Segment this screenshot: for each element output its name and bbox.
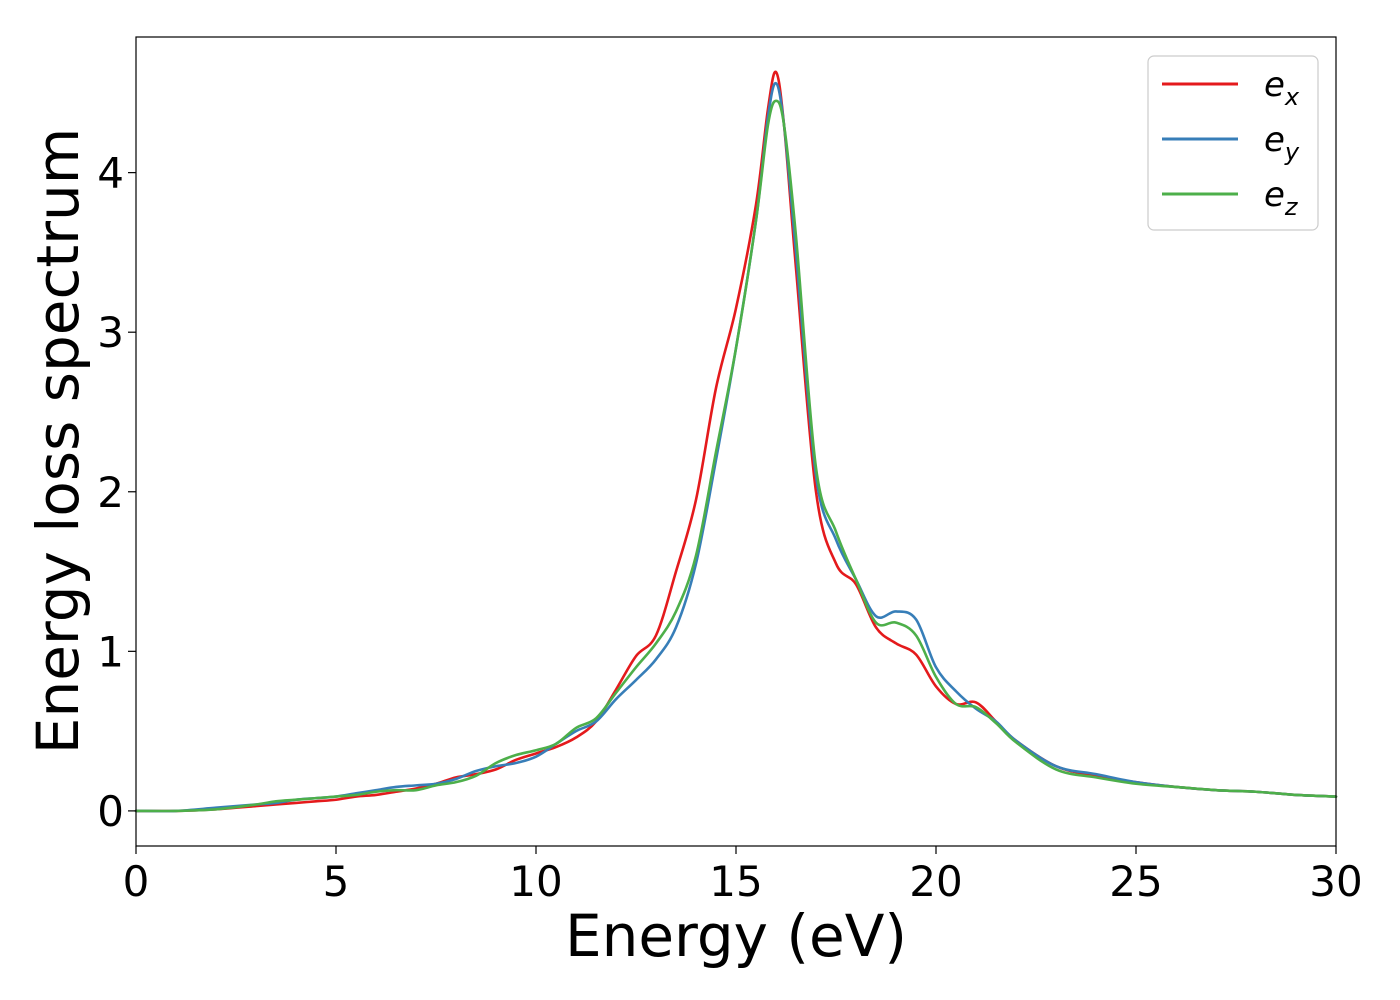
y-tick-label: 4	[97, 149, 124, 198]
x-tick-label: 25	[1109, 857, 1162, 906]
x-tick-label: 15	[709, 857, 762, 906]
x-axis-title: Energy (eV)	[565, 902, 907, 970]
x-tick-label: 5	[323, 857, 350, 906]
x-tick-label: 20	[909, 857, 962, 906]
y-tick-label: 1	[97, 627, 124, 676]
y-tick-label: 0	[97, 787, 124, 836]
x-axis-ticks: 0 5 10 15 20 25 30	[123, 846, 1363, 906]
y-axis-title: Energy loss spectrum	[24, 128, 92, 754]
legend-label-e-x: ex	[1264, 65, 1300, 111]
series-layer	[134, 70, 1338, 813]
series-line-e-z	[134, 99, 1338, 813]
x-tick-label: 30	[1309, 857, 1362, 906]
legend-label-e-y: ey	[1264, 120, 1300, 166]
x-tick-label: 10	[509, 857, 562, 906]
y-tick-label: 3	[97, 308, 124, 357]
y-axis-ticks: 0 1 2 3 4	[97, 149, 136, 836]
legend-frame	[1147, 55, 1319, 231]
x-tick-label: 0	[123, 857, 150, 906]
y-tick-label: 2	[97, 468, 124, 517]
